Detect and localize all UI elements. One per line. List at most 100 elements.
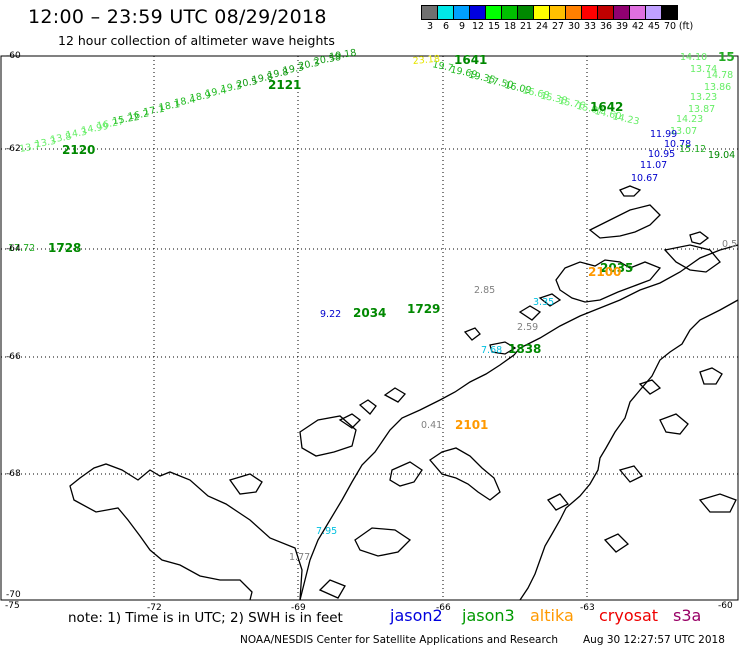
color-scale-label: 24 bbox=[535, 21, 549, 32]
wave-height-mark: 13.07 bbox=[670, 126, 697, 137]
wave-height-mark: 19.3 bbox=[220, 81, 243, 96]
color-scale-label: 45 bbox=[647, 21, 661, 32]
wave-height-mark: 14.99 bbox=[81, 121, 110, 137]
wave-height-mark: 13.7 bbox=[19, 140, 42, 155]
credit-line: NOAA/NESDIS Center for Satellite Applica… bbox=[240, 634, 558, 646]
wave-height-mark: 20.58 bbox=[313, 52, 342, 68]
wave-height-mark: 15 bbox=[718, 50, 735, 64]
color-scale bbox=[421, 5, 678, 20]
wave-height-mark: 7.68 bbox=[481, 345, 502, 356]
wave-height-marks: 13.713.313.814.314.9916.2715.2216.217.11… bbox=[8, 47, 737, 563]
wave-height-mark: 13.3 bbox=[34, 136, 57, 151]
lat-label: -68 bbox=[6, 469, 21, 479]
lon-label: -66 bbox=[436, 603, 451, 613]
wave-height-mark: 10.95 bbox=[648, 149, 675, 160]
color-scale-label: 27 bbox=[551, 21, 565, 32]
wave-height-mark: 2100 bbox=[588, 265, 621, 279]
wave-height-mark: 7.95 bbox=[316, 526, 337, 537]
color-scale-label: 12 bbox=[471, 21, 485, 32]
wave-height-mark: 1729 bbox=[407, 302, 440, 316]
wave-height-mark: 2.85 bbox=[474, 285, 495, 296]
wave-height-mark: 16.2 bbox=[127, 108, 150, 123]
color-scale-label: 15 bbox=[487, 21, 501, 32]
footer-note: note: 1) Time is in UTC; 2) SWH is in fe… bbox=[68, 610, 343, 626]
legend-altika: altika bbox=[530, 606, 574, 625]
wave-height-mark: 18.1 bbox=[158, 99, 181, 114]
wave-height-mark: 17.1 bbox=[143, 104, 166, 119]
wave-height-mark: 13.8 bbox=[50, 131, 73, 146]
color-scale-unit: (ft) bbox=[678, 21, 694, 32]
map-frame bbox=[0, 55, 739, 601]
wave-height-mark: 19.4 bbox=[205, 85, 228, 100]
lon-label: -63 bbox=[580, 603, 595, 613]
color-scale-label: 3 bbox=[426, 21, 434, 32]
wave-height-mark: 14.3 bbox=[65, 127, 88, 142]
wave-height-mark: 19.8 bbox=[251, 71, 274, 86]
lon-label: -75 bbox=[5, 601, 20, 611]
legend-jason2: jason2 bbox=[390, 606, 443, 625]
wave-height-mark: 2121 bbox=[268, 78, 301, 92]
wave-height-mark: 13.87 bbox=[688, 104, 715, 115]
wave-height-mark: 16.27 bbox=[96, 116, 125, 132]
color-scale-label: 9 bbox=[458, 21, 466, 32]
wave-height-mark: 15.22 bbox=[112, 112, 141, 128]
wave-height-mark: 19.7 bbox=[431, 59, 454, 74]
color-scale-label: 42 bbox=[631, 21, 645, 32]
lat-label: -70 bbox=[6, 590, 21, 600]
wave-height-mark: 11.99 bbox=[650, 129, 677, 140]
wave-height-mark: 13.86 bbox=[704, 82, 731, 93]
lon-label: -72 bbox=[147, 603, 162, 613]
wave-height-mark: 17.72 bbox=[8, 243, 35, 254]
lat-label: -60 bbox=[6, 51, 21, 61]
wave-height-mark: 1642 bbox=[590, 100, 623, 114]
lon-label: -60 bbox=[718, 601, 733, 611]
map-grid bbox=[1, 56, 738, 600]
map-title: 12:00 – 23:59 UTC 08/29/2018 bbox=[28, 6, 327, 28]
wave-height-mark: 11.07 bbox=[640, 160, 667, 171]
wave-height-mark: 2035 bbox=[600, 261, 633, 275]
color-scale-swatch bbox=[661, 5, 678, 20]
color-scale-label: 6 bbox=[442, 21, 450, 32]
generation-timestamp: Aug 30 12:27:57 UTC 2018 bbox=[583, 634, 725, 646]
color-scale-label: 70 bbox=[663, 21, 677, 32]
wave-height-mark: 2120 bbox=[62, 143, 95, 157]
color-scale-label: 36 bbox=[599, 21, 613, 32]
wave-height-mark: 23.18 bbox=[412, 54, 440, 67]
color-scale-label: 30 bbox=[567, 21, 581, 32]
wave-height-mark: 13.74 bbox=[690, 64, 717, 75]
wave-height-mark: 1728 bbox=[48, 241, 81, 255]
wave-height-mark: 14.23 bbox=[676, 114, 703, 125]
lat-label: -64 bbox=[6, 244, 21, 254]
wave-height-mark: 9.22 bbox=[320, 309, 341, 320]
wave-height-mark: 1641 bbox=[454, 53, 487, 67]
legend-cryosat: cryosat bbox=[599, 606, 659, 625]
color-scale-label: 18 bbox=[503, 21, 517, 32]
wave-height-mark: 1.77 bbox=[289, 552, 310, 563]
legend-s3a: s3a bbox=[673, 606, 702, 625]
wave-height-mark: 20.5 bbox=[236, 76, 259, 91]
lon-label: -69 bbox=[291, 603, 306, 613]
wave-height-mark: 0.5 bbox=[722, 239, 737, 250]
wave-height-mark: 13.23 bbox=[690, 92, 717, 103]
wave-height-mark: 0.41 bbox=[421, 420, 442, 431]
wave-height-mark: 20.3 bbox=[298, 58, 321, 73]
wave-height-mark: 3.35 bbox=[533, 297, 554, 308]
wave-height-mark: 10.78 bbox=[664, 139, 691, 150]
wave-height-mark: 2.59 bbox=[517, 322, 538, 333]
lat-label: -66 bbox=[6, 352, 21, 362]
color-scale-label: 21 bbox=[519, 21, 533, 32]
wave-height-mark: 2101 bbox=[455, 418, 488, 432]
map-subtitle: 12 hour collection of altimeter wave hei… bbox=[58, 33, 335, 48]
lat-label: -62 bbox=[6, 144, 21, 154]
wave-height-mark: 14.78 bbox=[706, 70, 733, 81]
wave-height-mark: 2034 bbox=[353, 306, 386, 320]
wave-height-mark: 19.04 bbox=[708, 150, 735, 161]
wave-height-mark: 19.8 bbox=[267, 67, 290, 82]
wave-height-mark: 1838 bbox=[508, 342, 541, 356]
wave-height-mark: 18.9 bbox=[189, 90, 212, 105]
wave-height-mark: 10.67 bbox=[631, 173, 658, 184]
wave-height-mark: 19.18 bbox=[329, 47, 358, 63]
color-scale-label: 39 bbox=[615, 21, 629, 32]
coastline bbox=[69, 185, 739, 601]
